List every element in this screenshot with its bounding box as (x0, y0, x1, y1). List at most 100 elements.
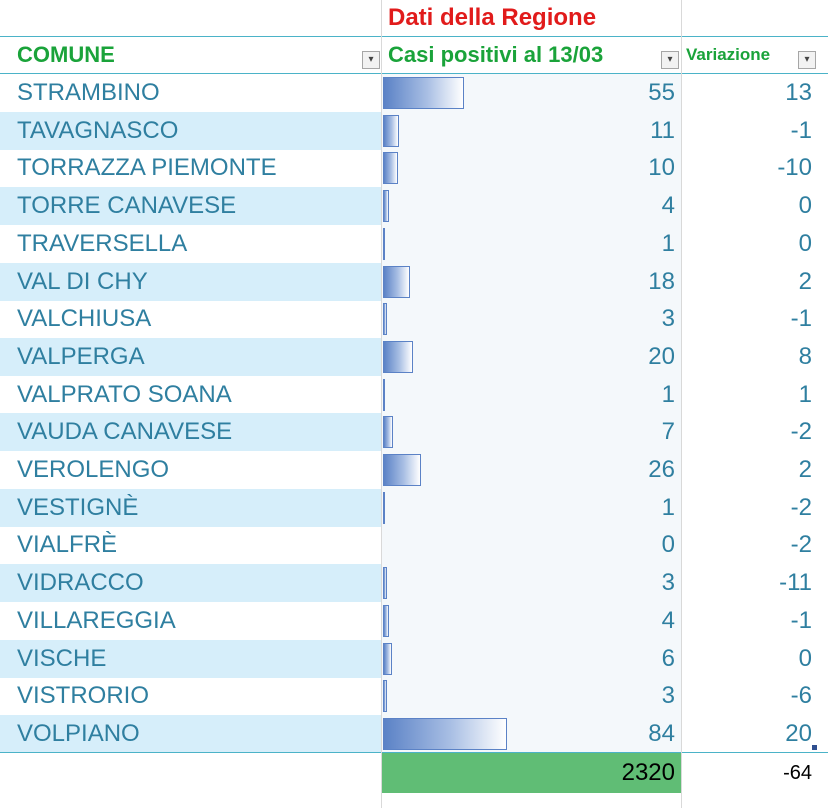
comune-cell[interactable]: VIALFRÈ (0, 526, 381, 564)
variazione-cell[interactable]: -10 (681, 149, 828, 187)
comune-cell[interactable]: TRAVERSELLA (0, 225, 381, 263)
comune-name: VALCHIUSA (17, 305, 152, 333)
sort-filter-icon[interactable]: ▾ (362, 51, 380, 69)
comune-name: TORRAZZA PIEMONTE (17, 154, 277, 182)
data-bar (383, 416, 394, 449)
variazione-cell[interactable]: 8 (681, 338, 828, 376)
variazione-cell[interactable]: 2 (681, 263, 828, 301)
comune-cell[interactable]: VIDRACCO (0, 564, 381, 603)
variazione-cell[interactable]: 1 (681, 376, 828, 414)
table-row: VISTRORIO 3 -6 (0, 677, 828, 716)
comune-cell[interactable]: VILLAREGGIA (0, 602, 381, 640)
comune-name: VOLPIANO (17, 719, 140, 747)
casi-cell[interactable]: 3 (381, 564, 681, 603)
comune-cell[interactable]: VALPRATO SOANA (0, 376, 381, 414)
variazione-cell[interactable]: -6 (681, 677, 828, 715)
casi-value: 0 (661, 531, 675, 559)
table-row: VAUDA CANAVESE 7 -2 (0, 413, 828, 452)
data-bar (383, 567, 388, 600)
comune-name: VESTIGNÈ (17, 493, 139, 521)
filter-dropdown-icon[interactable]: ▾ (798, 51, 816, 69)
comune-cell[interactable]: TORRE CANAVESE (0, 187, 381, 226)
casi-cell[interactable]: 55 (381, 74, 681, 112)
variazione-value: -2 (790, 531, 812, 559)
filter-dropdown-icon[interactable]: ▾ (661, 51, 679, 69)
casi-cell[interactable]: 7 (381, 413, 681, 452)
variazione-cell[interactable]: 0 (681, 640, 828, 678)
table-resize-handle[interactable] (812, 745, 817, 750)
comune-cell[interactable]: VEROLENGO (0, 451, 381, 489)
casi-value: 3 (661, 305, 675, 333)
variazione-cell[interactable]: -1 (681, 300, 828, 338)
comune-cell[interactable]: VALCHIUSA (0, 300, 381, 338)
variazione-cell[interactable]: -1 (681, 602, 828, 640)
casi-cell[interactable]: 3 (381, 300, 681, 339)
variazione-cell[interactable]: -1 (681, 112, 828, 150)
casi-cell[interactable]: 6 (381, 639, 681, 678)
casi-value: 6 (661, 644, 675, 672)
casi-cell[interactable]: 4 (381, 601, 681, 640)
variazione-cell[interactable]: -2 (681, 413, 828, 451)
casi-cell[interactable]: 10 (381, 149, 681, 188)
casi-value: 4 (661, 606, 675, 634)
total-row: 2320 -64 (0, 752, 828, 793)
variazione-value: 1 (798, 380, 812, 408)
comune-name: STRAMBINO (17, 79, 160, 106)
table-row: VILLAREGGIA 4 -1 (0, 601, 828, 640)
variazione-cell[interactable]: -11 (681, 564, 828, 602)
comune-name: VIALFRÈ (17, 531, 118, 559)
comune-cell[interactable]: VAL DI CHY (0, 262, 381, 301)
comune-name: VIDRACCO (17, 569, 144, 597)
variazione-cell[interactable]: -2 (681, 489, 828, 527)
comune-name: VISTRORIO (17, 682, 150, 710)
variazione-value: -1 (790, 116, 812, 144)
variazione-cell[interactable]: -2 (681, 526, 828, 564)
variazione-value: 0 (798, 644, 812, 672)
casi-cell[interactable]: 26 (381, 451, 681, 489)
column-header-casi: Casi positivi al 13/03 (388, 42, 604, 67)
variazione-value: 8 (798, 342, 812, 370)
total-variazione-value: -64 (783, 762, 812, 784)
column-header-variazione: Variazione (686, 45, 771, 64)
casi-cell[interactable]: 4 (381, 187, 681, 226)
variazione-cell[interactable]: 0 (681, 187, 828, 225)
comune-cell[interactable]: VISTRORIO (0, 677, 381, 715)
data-bar (383, 227, 385, 260)
variazione-cell[interactable]: 0 (681, 225, 828, 263)
casi-value: 1 (661, 380, 675, 408)
comune-cell[interactable]: VESTIGNÈ (0, 488, 381, 527)
casi-value: 4 (661, 192, 675, 220)
casi-cell[interactable]: 3 (381, 677, 681, 716)
variazione-value: 2 (798, 456, 812, 483)
casi-cell[interactable]: 0 (381, 526, 681, 565)
casi-cell[interactable]: 18 (381, 262, 681, 301)
comune-cell[interactable]: VAUDA CANAVESE (0, 413, 381, 452)
casi-cell[interactable]: 84 (381, 714, 681, 753)
column-divider (381, 0, 382, 808)
comune-cell[interactable]: VOLPIANO (0, 714, 381, 753)
casi-cell[interactable]: 1 (381, 375, 681, 414)
comune-cell[interactable]: TORRAZZA PIEMONTE (0, 149, 381, 187)
comune-name: VAUDA CANAVESE (17, 418, 233, 446)
variazione-value: -11 (779, 569, 812, 597)
casi-cell[interactable]: 20 (381, 337, 681, 376)
table-row: TORRE CANAVESE 4 0 (0, 187, 828, 226)
comune-name: TRAVERSELLA (17, 229, 188, 257)
casi-cell[interactable]: 11 (381, 111, 681, 150)
comune-cell[interactable]: STRAMBINO (0, 74, 381, 112)
comune-cell[interactable]: VISCHE (0, 639, 381, 678)
table-row: VALPERGA 20 8 (0, 337, 828, 376)
variazione-value: -2 (790, 493, 812, 521)
variazione-cell[interactable]: 2 (681, 451, 828, 489)
casi-cell[interactable]: 1 (381, 224, 681, 263)
total-cases-cell[interactable]: 2320 (381, 753, 681, 793)
total-variazione-cell[interactable]: -64 (681, 753, 828, 793)
casi-value: 7 (661, 418, 675, 446)
casi-cell[interactable]: 1 (381, 488, 681, 527)
variazione-value: 20 (785, 719, 812, 747)
data-bar (383, 114, 400, 147)
variazione-cell[interactable]: 20 (681, 715, 828, 753)
variazione-cell[interactable]: 13 (681, 74, 828, 112)
comune-cell[interactable]: TAVAGNASCO (0, 111, 381, 150)
comune-cell[interactable]: VALPERGA (0, 337, 381, 376)
